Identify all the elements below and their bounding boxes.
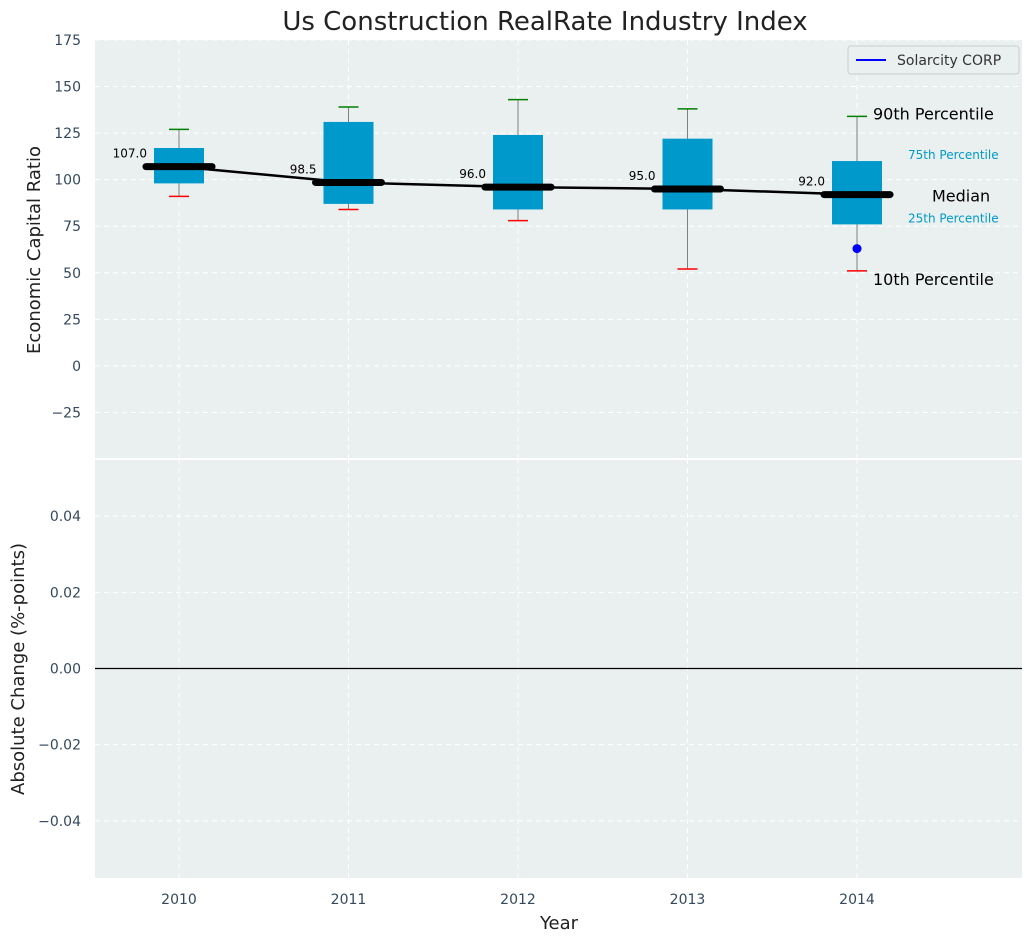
top-y-tick-label: 150: [54, 80, 81, 96]
top-y-tick-label: 50: [63, 266, 81, 282]
iqr-box: [662, 138, 713, 210]
p10-annotation: 10th Percentile: [873, 270, 994, 289]
company-point: [852, 244, 862, 254]
bottom-y-tick-label: 0.02: [50, 585, 81, 601]
legend-box: [847, 45, 1020, 75]
top-y-tick-label: 0: [72, 359, 81, 375]
median-value-label: 98.5: [290, 162, 317, 176]
top-y-tick-label: 75: [63, 219, 81, 235]
x-tick-label: 2013: [670, 892, 706, 908]
p90-annotation: 90th Percentile: [873, 104, 994, 123]
iqr-box: [323, 121, 374, 204]
x-tick-label: 2014: [839, 892, 875, 908]
median-value-label: 107.0: [113, 147, 147, 161]
x-axis-label: Year: [539, 913, 579, 934]
median-value-label: 96.0: [459, 167, 486, 181]
top-plot-area: [95, 40, 1022, 459]
bottom-y-tick-label: −0.02: [38, 738, 81, 754]
x-tick-label: 2011: [331, 892, 367, 908]
bottom-y-axis-label: Absolute Change (%-points): [8, 543, 29, 795]
p25-annotation: 25th Percentile: [908, 211, 999, 225]
median-value-label: 95.0: [629, 169, 656, 183]
top-panel: −25 0 25 50 75 100 125 150 175 107.0 98.5 96.0 95.0 9…: [51, 33, 1022, 459]
top-y-axis-label: Economic Capital Ratio: [24, 146, 45, 354]
top-y-tick-label: 125: [54, 126, 81, 142]
x-tick-label: 2010: [161, 892, 197, 908]
top-y-tick-label: 175: [54, 33, 81, 49]
p75-annotation: 75th Percentile: [908, 148, 999, 162]
bottom-y-tick-label: −0.04: [38, 814, 81, 830]
bottom-panel: −0.04 −0.02 0.00 0.02 0.04 2010 2011 2012 2013 20…: [38, 458, 1022, 908]
x-tick-label: 2012: [500, 892, 536, 908]
bottom-y-tick-label: 0.04: [50, 509, 81, 525]
top-y-tick-label: 100: [54, 173, 81, 189]
top-y-tick-label: −25: [51, 405, 81, 421]
median-annotation: Median: [932, 187, 990, 206]
legend: Solarcity CORP: [847, 45, 1020, 75]
top-y-tick-label: 25: [63, 312, 81, 328]
median-value-label: 92.0: [798, 175, 825, 189]
iqr-box: [493, 134, 543, 210]
bottom-y-tick-label: 0.00: [50, 662, 81, 678]
legend-label: Solarcity CORP: [897, 53, 1001, 69]
chart-title: Us Construction RealRate Industry Index: [282, 7, 807, 37]
